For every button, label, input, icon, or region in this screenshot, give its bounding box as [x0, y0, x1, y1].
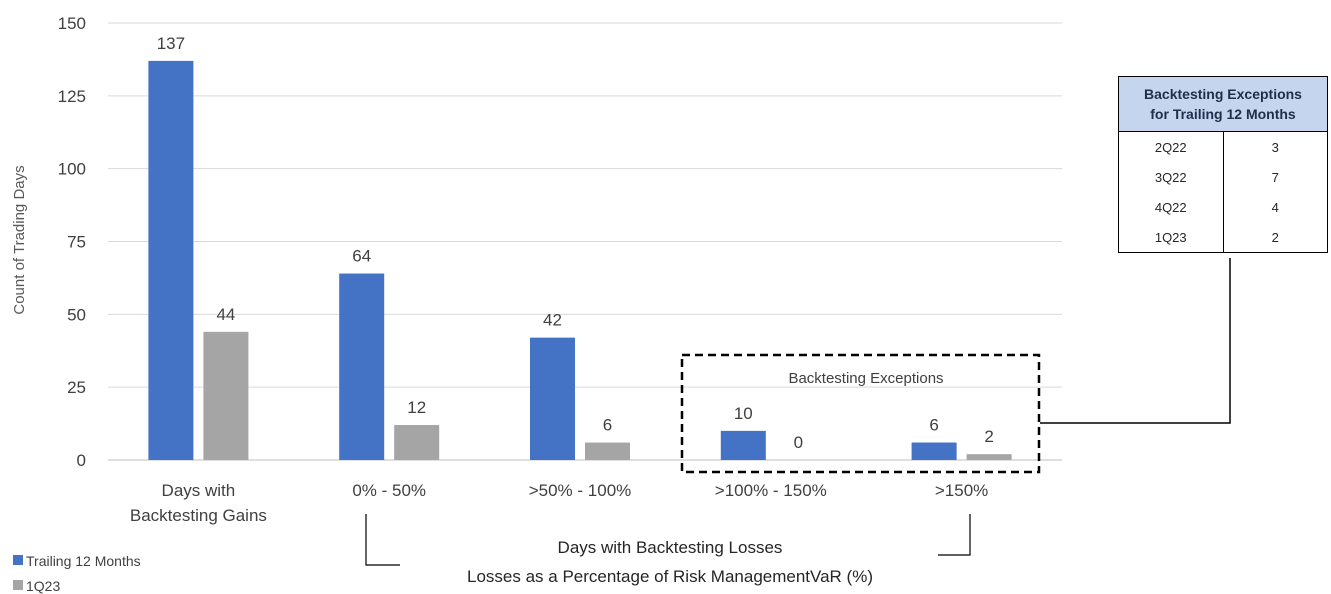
table-cell-count: 2: [1222, 222, 1328, 253]
legend-swatch-1q23: [13, 580, 23, 590]
exceptions-dashed-box: [680, 353, 1041, 474]
value-labels: 137 44 64 12 42 6 10 0 6 2: [157, 34, 994, 452]
exceptions-table: Backtesting Exceptions for Trailing 12 M…: [1118, 76, 1328, 253]
table-row: 2Q22 3: [1118, 131, 1328, 162]
category-label: 0% - 50%: [352, 481, 426, 500]
exceptions-box-label: Backtesting Exceptions: [788, 370, 943, 387]
table-cell-count: 7: [1222, 162, 1328, 192]
legend: Trailing 12 Months 1Q23: [13, 553, 141, 594]
bar-1q23-0: [203, 331, 249, 460]
data-label: 44: [216, 305, 235, 324]
table-header-line1: Backtesting Exceptions: [1144, 86, 1302, 102]
data-label: 6: [603, 416, 612, 435]
table-cell-count: 3: [1222, 131, 1328, 162]
y-tick-label: 150: [58, 14, 86, 33]
table-cell-quarter: 3Q22: [1118, 162, 1224, 192]
exceptions-table-header: Backtesting Exceptions for Trailing 12 M…: [1118, 76, 1328, 132]
data-label: 42: [543, 311, 562, 330]
category-label: >100% - 150%: [715, 481, 827, 500]
bars: [148, 60, 1012, 461]
category-label: >50% - 100%: [529, 481, 632, 500]
legend-label-trailing: Trailing 12 Months: [26, 553, 141, 569]
losses-bracket-left: [365, 514, 400, 566]
losses-caption-line2: Losses as a Percentage of Risk Managemen…: [467, 567, 873, 586]
bar-1q23-1: [394, 425, 440, 460]
category-label: >150%: [935, 481, 988, 500]
bar-1q23-4: [966, 454, 1012, 460]
category-label: Backtesting Gains: [130, 506, 267, 525]
table-connector-line: [1040, 258, 1231, 424]
data-label: 10: [734, 404, 753, 423]
bar-trailing-2: [530, 337, 575, 460]
table-row: 1Q23 2: [1118, 222, 1328, 253]
table-header-line2: for Trailing 12 Months: [1150, 106, 1296, 122]
y-axis-label: Count of Trading Days: [11, 165, 28, 314]
table-cell-count: 4: [1222, 192, 1328, 222]
data-label: 6: [929, 416, 938, 435]
y-tick-label: 50: [67, 305, 86, 324]
category-labels: Days with Backtesting Gains 0% - 50% >50% -…: [130, 481, 988, 525]
bar-trailing-0: [148, 60, 194, 461]
table-cell-quarter: 2Q22: [1118, 131, 1224, 162]
data-label: 0: [794, 433, 803, 452]
bar-trailing-4: [911, 442, 957, 460]
legend-label-1q23: 1Q23: [26, 578, 60, 594]
losses-caption-line1: Days with Backtesting Losses: [558, 538, 783, 557]
table-cell-quarter: 1Q23: [1118, 222, 1224, 253]
data-label: 137: [157, 34, 185, 53]
data-label: 12: [407, 398, 426, 417]
bar-trailing-1: [339, 273, 385, 460]
table-row: 3Q22 7: [1118, 162, 1328, 192]
bar-1q23-2: [585, 442, 630, 460]
category-label: Days with: [162, 481, 236, 500]
gridlines: [108, 22, 1062, 461]
y-tick-label: 0: [77, 451, 86, 470]
legend-swatch-trailing: [13, 555, 23, 565]
table-row: 4Q22 4: [1118, 192, 1328, 222]
y-tick-label: 75: [67, 233, 86, 252]
data-label: 2: [984, 427, 993, 446]
y-tick-label: 100: [58, 160, 86, 179]
bar-trailing-3: [720, 430, 766, 460]
losses-bracket-right: [938, 514, 971, 556]
table-cell-quarter: 4Q22: [1118, 192, 1224, 222]
data-label: 64: [352, 247, 371, 266]
y-tick-label: 125: [58, 87, 86, 106]
y-axis-ticks: 0 25 50 75 100 125 150: [58, 14, 86, 470]
y-tick-label: 25: [67, 378, 86, 397]
